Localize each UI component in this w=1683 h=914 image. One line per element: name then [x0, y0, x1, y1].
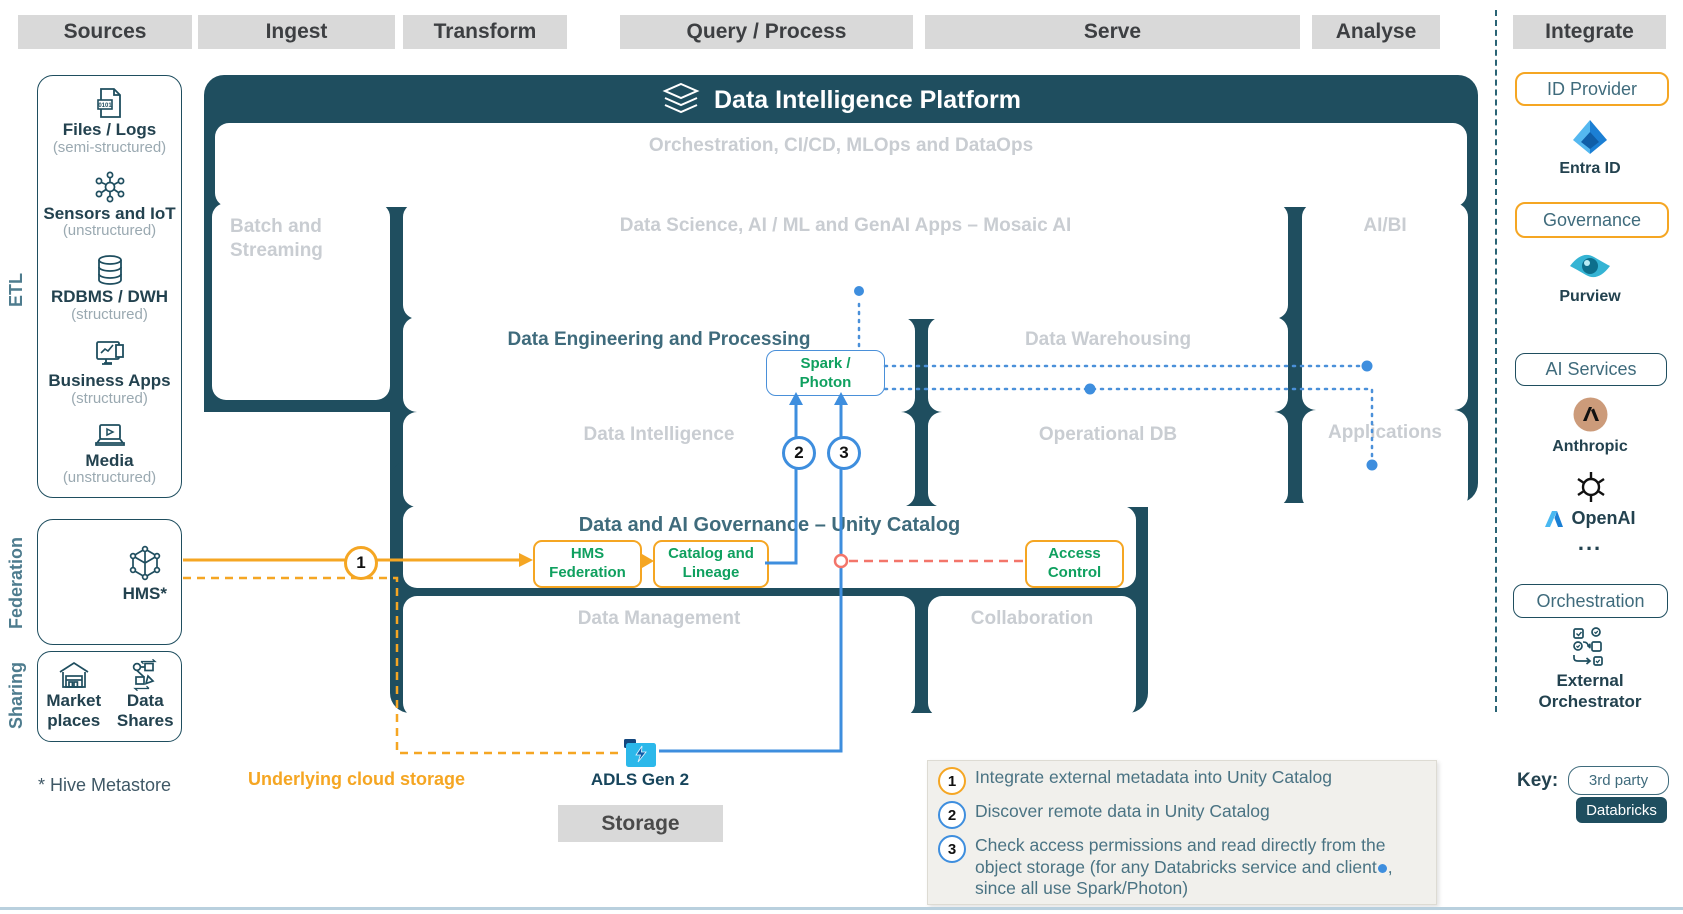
- platform-title: Data Intelligence Platform: [713, 86, 1022, 114]
- adls-label: ADLS Gen 2: [590, 770, 690, 789]
- svg-text:0101: 0101: [98, 103, 112, 109]
- legend-number-1: 1: [938, 767, 966, 795]
- external-orchestrator-label: External Orchestrator: [1538, 671, 1642, 712]
- header-analyse: Analyse: [1312, 15, 1440, 49]
- source-item-business-apps: Business Apps (structured): [40, 337, 179, 407]
- federation-panel: HMS*: [37, 519, 182, 645]
- key-databricks-pill: Databricks: [1576, 797, 1667, 823]
- orchestration-chip: Orchestration: [1513, 584, 1668, 618]
- applications-box: Applications: [1302, 410, 1468, 510]
- access-control-chip: Access Control: [1025, 540, 1124, 588]
- azure-logo-icon: [1544, 509, 1564, 529]
- openai-label: OpenAI: [1571, 508, 1636, 528]
- hms-federation-chip: HMS Federation: [533, 540, 642, 588]
- id-provider-chip: ID Provider: [1515, 72, 1669, 106]
- adls-icon: [623, 738, 657, 768]
- hms-label: HMS*: [122, 584, 167, 603]
- data-shares-icon: [113, 659, 177, 691]
- more-services-ellipsis: ...: [1577, 530, 1603, 555]
- data-management-box: Data Management: [403, 596, 915, 717]
- laptop-play-icon: [40, 421, 179, 451]
- etl-vertical-label: ETL: [6, 273, 26, 307]
- openai-row: OpenAI: [1515, 508, 1665, 529]
- marketplace-icon: [42, 659, 106, 691]
- database-icon: [40, 253, 179, 287]
- file-code-icon: 0101: [40, 86, 179, 120]
- legend-item-3: 3 Check access permissions and read dire…: [938, 835, 1428, 900]
- monitor-chart-icon: [40, 337, 179, 371]
- header-transform: Transform: [403, 15, 567, 49]
- openai-icon: [1572, 468, 1610, 506]
- ai-services-chip: AI Services: [1515, 353, 1667, 386]
- flow3-number-badge: 3: [827, 436, 861, 470]
- legend-number-3: 3: [938, 835, 966, 863]
- integrate-divider: [1495, 10, 1497, 712]
- databricks-layers-icon: [661, 82, 701, 119]
- platform-header: Data Intelligence Platform: [204, 82, 1478, 119]
- spark-photon-box: Spark / Photon: [766, 350, 885, 396]
- purview-icon: [1568, 248, 1612, 284]
- iot-network-icon: [40, 170, 179, 204]
- anthropic-icon: [1573, 397, 1608, 432]
- orchestration-box: Orchestration, CI/CD, MLOps and DataOps: [215, 123, 1467, 207]
- data-science-box: Data Science, AI / ML and GenAI Apps – M…: [403, 203, 1288, 319]
- flow1-number-badge: 1: [344, 546, 378, 580]
- spark-client-dot: [1377, 863, 1387, 873]
- legend-box: 1 Integrate external metadata into Unity…: [927, 760, 1437, 905]
- key-third-party-pill: 3rd party: [1568, 766, 1669, 795]
- batch-streaming-box: Batch and Streaming: [212, 203, 390, 400]
- data-warehousing-box: Data Warehousing: [928, 317, 1288, 412]
- governance-chip: Governance: [1515, 202, 1669, 238]
- bottom-edge-line: [0, 907, 1683, 910]
- storage-header: Storage: [558, 805, 723, 842]
- legend-item-2: 2 Discover remote data in Unity Catalog: [938, 801, 1428, 829]
- header-sources: Sources: [18, 15, 192, 49]
- sources-etl-panel: 0101 Files / Logs (semi-structured) Sens…: [37, 75, 182, 498]
- sharing-vertical-label: Sharing: [6, 661, 26, 729]
- header-integrate: Integrate: [1513, 15, 1666, 49]
- external-orchestrator-icon: [1570, 626, 1610, 666]
- source-item-rdbms: RDBMS / DWH (structured): [40, 253, 179, 323]
- catalog-lineage-chip: Catalog and Lineage: [653, 540, 769, 588]
- anthropic-label: Anthropic: [1552, 438, 1628, 455]
- sharing-panel: Market places Data Shares: [37, 651, 182, 742]
- header-serve: Serve: [925, 15, 1300, 49]
- underlying-storage-label: Underlying cloud storage: [248, 769, 466, 789]
- hms-cube-icon: [123, 542, 167, 584]
- source-item-sensors: Sensors and IoT (unstructured): [40, 170, 179, 240]
- platform-notch: [200, 412, 390, 507]
- collaboration-box: Collaboration: [928, 596, 1136, 717]
- marketplaces-item: Market places: [42, 659, 106, 730]
- flow2-number-badge: 2: [782, 436, 816, 470]
- purview-label: Purview: [1559, 288, 1621, 305]
- entra-id-label: Entra ID: [1559, 160, 1621, 177]
- legend-number-2: 2: [938, 801, 966, 829]
- hive-metastore-footnote: * Hive Metastore: [38, 775, 172, 795]
- header-ingest: Ingest: [198, 15, 395, 49]
- operational-db-box: Operational DB: [928, 412, 1288, 507]
- key-label: Key:: [1517, 770, 1559, 791]
- source-item-files: 0101 Files / Logs (semi-structured): [40, 86, 179, 156]
- entra-id-icon: [1568, 115, 1612, 159]
- ai-bi-box: AI/BI: [1302, 203, 1468, 410]
- header-query-process: Query / Process: [620, 15, 913, 49]
- federation-vertical-label: Federation: [6, 536, 26, 629]
- data-shares-item: Data Shares: [113, 659, 177, 730]
- source-item-media: Media (unstructured): [40, 421, 179, 487]
- legend-item-1: 1 Integrate external metadata into Unity…: [938, 767, 1428, 795]
